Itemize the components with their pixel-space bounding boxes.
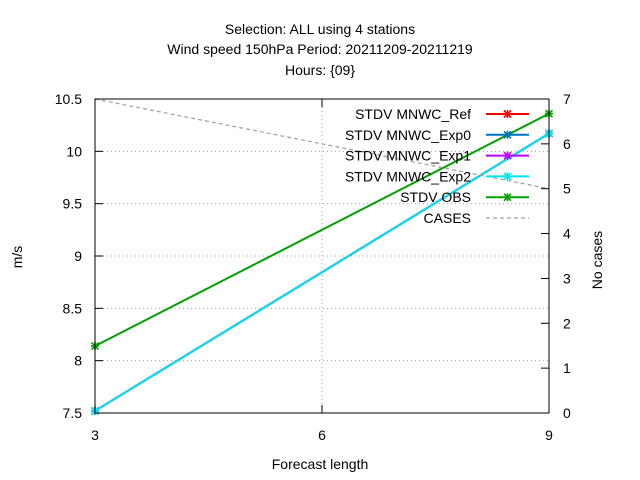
y2-tick-label: 7 — [563, 91, 571, 107]
legend-item: STDV MNWC_Exp0 — [345, 127, 529, 143]
legend-marker — [503, 193, 512, 202]
title-line-2: Wind speed 150hPa Period: 20211209-20211… — [167, 41, 473, 57]
legend-item: STDV OBS — [400, 189, 529, 205]
y2-tick-label: 3 — [563, 270, 571, 286]
y-tick-label: 7.5 — [63, 405, 83, 421]
legend-label: STDV MNWC_Exp0 — [345, 127, 471, 143]
legend-marker — [503, 151, 512, 160]
legend-item: CASES — [424, 210, 529, 226]
x-axis-label: Forecast length — [272, 456, 369, 472]
legend-marker — [503, 109, 512, 119]
y2-tick-label: 2 — [563, 315, 571, 331]
y-tick-label: 10 — [66, 143, 82, 159]
y2-axis-label: No cases — [589, 231, 605, 289]
legend-label: STDV OBS — [400, 189, 471, 205]
y2-tick-label: 0 — [563, 405, 571, 421]
y-tick-label: 8 — [74, 353, 82, 369]
axis-ticks: 7.5 8 8.5 9 9.5 10 10.5 0 1 2 3 4 5 6 7 3 6 9 — [55, 91, 571, 443]
y-tick-label: 9.5 — [63, 196, 83, 212]
title-line-3: Hours: {09} — [285, 62, 355, 78]
legend-item: STDV MNWC_Exp2 — [345, 168, 529, 184]
x-tick-label: 9 — [545, 427, 553, 443]
y2-tick-label: 1 — [563, 360, 571, 376]
series-group — [90, 98, 554, 415]
series-line-5 — [94, 98, 550, 190]
y2-tick-label: 4 — [563, 226, 571, 242]
y-tick-label: 10.5 — [55, 91, 82, 107]
y-axis-label: m/s — [9, 246, 25, 269]
y2-tick-label: 5 — [563, 181, 571, 197]
legend-item: STDV MNWC_Exp1 — [345, 148, 529, 164]
legend-item: STDV MNWC_Ref — [355, 106, 529, 122]
y2-tick-label: 6 — [563, 136, 571, 152]
legend-marker — [503, 172, 512, 181]
title-line-1: Selection: ALL using 4 stations — [225, 21, 415, 37]
y-tick-label: 9 — [74, 248, 82, 264]
series-line-4 — [94, 112, 550, 347]
y-tick-label: 8.5 — [63, 300, 83, 316]
x-tick-label: 3 — [91, 427, 99, 443]
legend-label: STDV MNWC_Exp2 — [345, 168, 471, 184]
legend-marker — [503, 130, 512, 139]
legend-label: STDV MNWC_Ref — [355, 106, 471, 122]
legend-label: STDV MNWC_Exp1 — [345, 148, 471, 164]
chart-title: Selection: ALL using 4 stations Wind spe… — [167, 21, 473, 78]
legend-label: CASES — [424, 210, 471, 226]
legend: STDV MNWC_Ref STDV MNWC_Exp0 STDV MNWC_Exp… — [345, 106, 529, 226]
x-tick-label: 6 — [318, 427, 326, 443]
grid-lines — [95, 99, 549, 413]
series-line-3 — [94, 132, 550, 412]
